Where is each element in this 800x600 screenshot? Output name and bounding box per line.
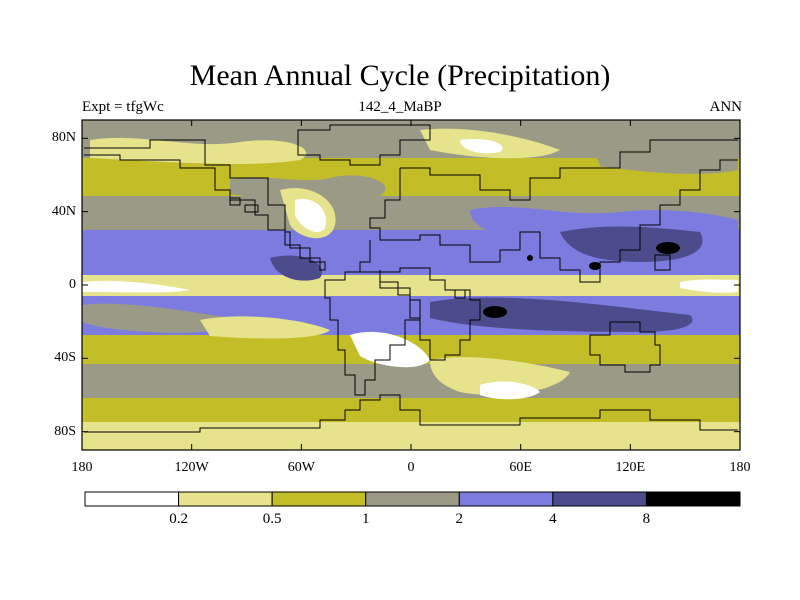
coastline-islands [229,197,671,299]
colorbar-tick-label: 2 [455,511,464,527]
colorbar-tick-label: 0.2 [169,511,188,527]
lat-tick-label: 40N [51,203,76,219]
contour-patch [680,279,738,293]
contour-patch [295,199,326,233]
lon-tick-label: 60W [287,460,315,475]
contour-patch [430,357,570,396]
precip-maximum [589,262,601,270]
map-plot-area [82,120,740,450]
coastline-eurasia [369,139,738,283]
precip-maximum [527,255,533,261]
contour-patch [82,435,738,450]
axis-ticks [81,120,741,450]
colorbar-tick-label: 8 [642,511,651,527]
contour-patch [200,316,330,339]
lat-tick-label: 0 [69,277,76,292]
contour-patch [270,255,322,281]
lon-tick-label: 0 [407,460,415,475]
contour-patch [230,175,386,201]
colorbar-tick-label: 1 [361,511,370,527]
band-south-storm [82,364,740,399]
lon-tick-label: 180 [71,460,93,475]
precip-maximum [656,242,680,254]
contour-patch [82,303,232,333]
lat-tick-label: 40S [54,350,76,366]
band-equator-dry [82,275,740,297]
coastline-africa [359,240,481,361]
coastline-australia [589,321,661,373]
coastline-antarctica [84,394,738,433]
contour-patch [90,137,307,164]
colorbar-swatch [178,491,273,507]
coastline-greenland [297,124,431,166]
map-title: Mean Annual Cycle (Precipitation) [189,59,611,92]
lon-tick-label: 120W [174,460,209,475]
contour-patch [590,135,738,174]
precip-maximum [483,306,507,318]
colorbar-swatch [84,491,180,507]
colorbar-swatch [645,491,741,507]
colorbar-swatch [458,491,554,507]
coastline-south-america [324,271,421,396]
lon-tick-label: 120E [615,460,646,475]
lon-tick-label: 60E [509,460,532,475]
lat-tick-label: 80S [54,423,76,439]
coastline-north-america [84,139,326,271]
colorbar-swatch [271,491,367,507]
coastlines [84,124,738,433]
colorbar-tick-label: 4 [549,511,557,527]
season-label: ANN [709,99,743,115]
period-label: 142_4_MaBP [358,99,442,115]
lon-tick-label: 180 [729,460,751,475]
contour-patch [82,280,190,293]
colorbar [84,491,741,507]
lat-tick-label: 80N [51,130,76,146]
colorbar-swatch [365,491,460,507]
contour-patch [460,139,503,154]
colorbar-tick-label: 0.5 [262,511,282,527]
colorbar-swatch [552,491,647,507]
contour-patch [480,381,540,400]
experiment-label: Expt = tfgWc [82,99,164,115]
